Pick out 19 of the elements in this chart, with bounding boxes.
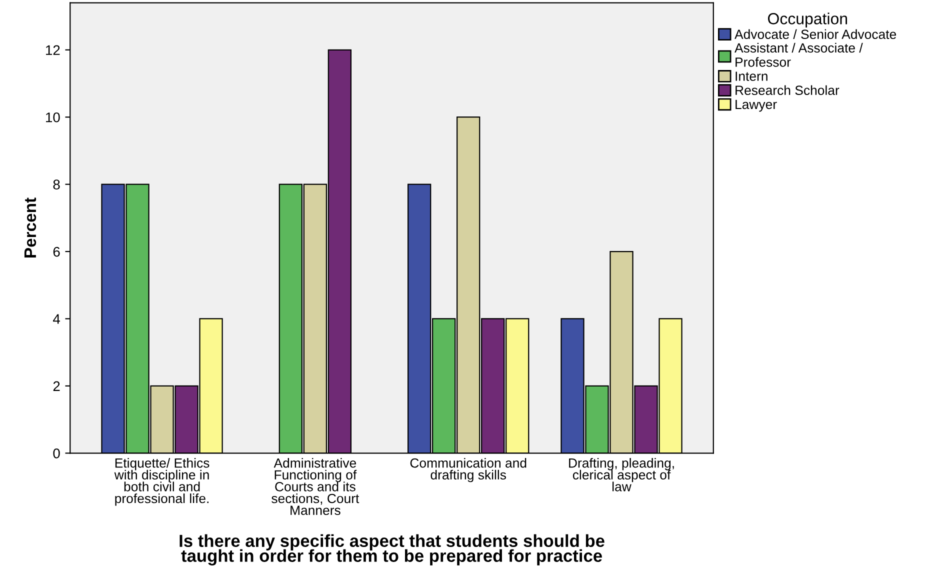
y-tick-label: 12 bbox=[46, 45, 60, 55]
y-tick-label: 4 bbox=[53, 314, 60, 324]
x-tick-label: Communication and drafting skills bbox=[410, 458, 526, 482]
legend-label: Assistant / Associate / Professor bbox=[734, 42, 863, 67]
y-tick-label: 8 bbox=[53, 180, 60, 190]
legend-label: Intern bbox=[736, 72, 768, 81]
legend-title: Occupation bbox=[768, 12, 848, 28]
x-tick-label: Administrative Functioning of Courts and its sections, Court Manners bbox=[272, 458, 360, 515]
y-axis-title: Percent bbox=[24, 198, 36, 258]
y-tick-label: 0 bbox=[53, 448, 60, 458]
legend-label: Lawyer bbox=[736, 100, 777, 112]
legend-label: Research Scholar bbox=[736, 85, 840, 95]
y-tick-label: 10 bbox=[46, 112, 60, 122]
x-tick-label: Drafting, pleading, clerical aspect of law bbox=[569, 458, 674, 492]
x-axis-title: Is there any specific aspect that students should be taught in order for them to be prepared for practice bbox=[180, 534, 604, 566]
y-tick-label: 6 bbox=[53, 246, 60, 257]
legend-label: Advocate / Senior Advocate bbox=[734, 29, 896, 39]
y-tick-label: 2 bbox=[53, 381, 60, 391]
x-tick-label: Etiquette/ Ethics with discipline in both civil and professional life. bbox=[114, 458, 210, 506]
